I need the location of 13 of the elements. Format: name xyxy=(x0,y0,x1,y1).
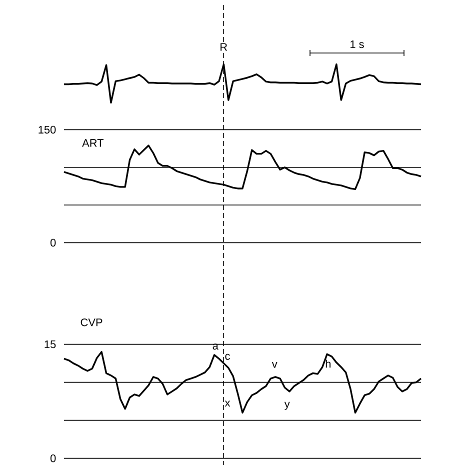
y-tick-label: 150 xyxy=(38,126,56,134)
text: ART xyxy=(82,139,104,147)
annotation: y xyxy=(284,402,290,410)
annotation: v xyxy=(272,362,278,368)
annotation: c xyxy=(225,354,230,360)
text: R xyxy=(220,43,228,51)
annotation: h xyxy=(326,360,331,368)
text: 1 s xyxy=(350,40,364,48)
y-tick-label: 15 xyxy=(44,340,56,348)
chart-title: CVP xyxy=(80,318,102,326)
annotation: x xyxy=(224,400,230,406)
y-tick-label: 0 xyxy=(50,454,56,462)
y-tick-label: 0 xyxy=(50,238,56,247)
